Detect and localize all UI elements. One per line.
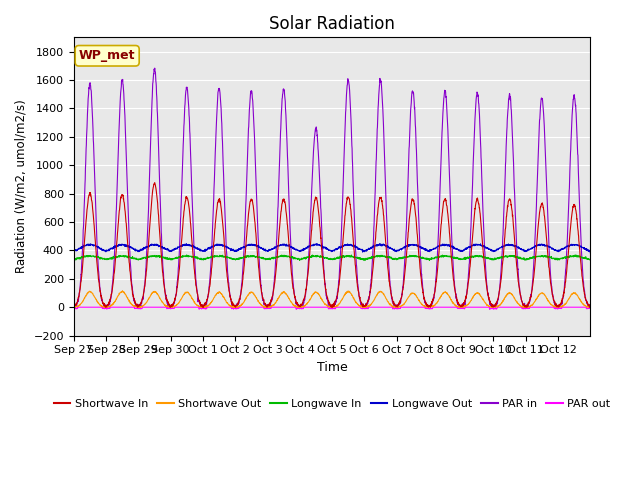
X-axis label: Time: Time bbox=[317, 361, 348, 374]
Y-axis label: Radiation (W/m2, umol/m2/s): Radiation (W/m2, umol/m2/s) bbox=[15, 100, 28, 273]
Legend: Shortwave In, Shortwave Out, Longwave In, Longwave Out, PAR in, PAR out: Shortwave In, Shortwave Out, Longwave In… bbox=[49, 395, 615, 414]
Text: WP_met: WP_met bbox=[79, 49, 136, 62]
Title: Solar Radiation: Solar Radiation bbox=[269, 15, 395, 33]
